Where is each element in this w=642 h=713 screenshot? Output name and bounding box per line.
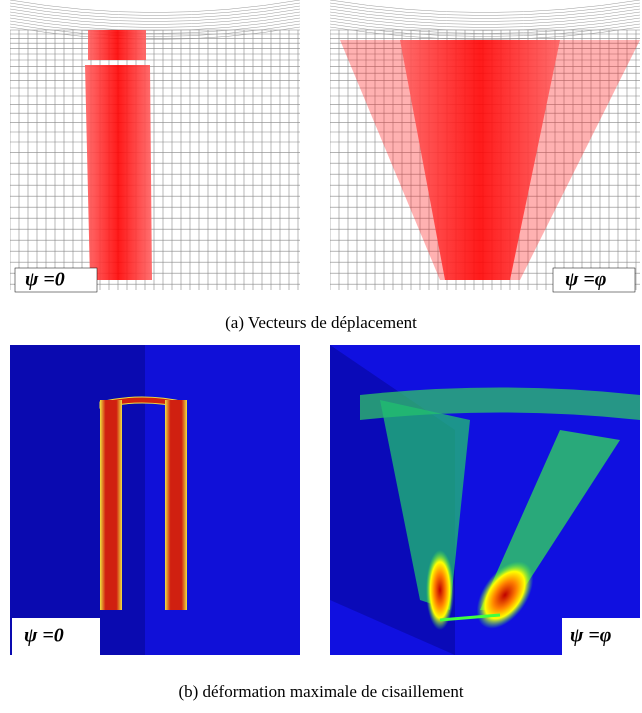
panel-label: ψ =φ (565, 269, 606, 291)
panel-b-right (330, 345, 640, 655)
caption: (b) déformation maximale de cisaillement (178, 682, 463, 701)
panel-label: ψ =φ (570, 625, 611, 647)
panel-label: ψ =0 (24, 625, 64, 647)
mesh (85, 65, 152, 280)
caption: (a) Vecteurs de déplacement (225, 313, 417, 332)
mesh (88, 30, 146, 60)
panel-label: ψ =0 (25, 269, 65, 291)
panel-a-right (330, 0, 640, 290)
figure: ψ =0 ψ =φ ψ =0 ψ =φ (a) Vecteurs de dépl… (0, 0, 642, 713)
panel-b-left (10, 345, 300, 655)
panel-a-left (10, 0, 300, 290)
